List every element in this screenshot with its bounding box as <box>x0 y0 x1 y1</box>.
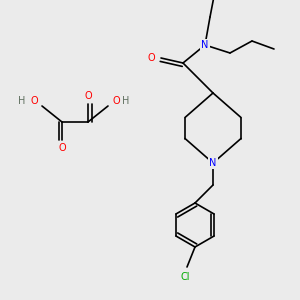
Text: H: H <box>18 96 26 106</box>
Text: O: O <box>30 96 38 106</box>
Text: N: N <box>201 40 209 50</box>
Text: O: O <box>112 96 120 106</box>
Text: H: H <box>122 96 130 106</box>
Text: Cl: Cl <box>180 272 190 282</box>
Text: N: N <box>209 158 217 168</box>
Text: O: O <box>84 91 92 101</box>
Text: O: O <box>147 53 155 63</box>
Text: O: O <box>58 143 66 153</box>
